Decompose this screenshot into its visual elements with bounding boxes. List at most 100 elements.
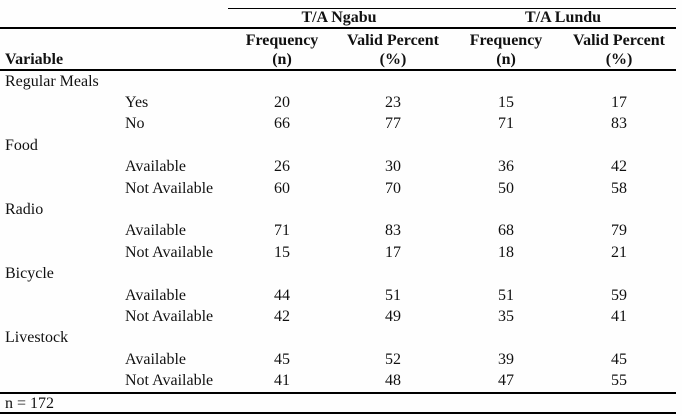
- column-group-ngabu: T/A Ngabu: [228, 8, 451, 29]
- cell-value: 83: [611, 115, 628, 133]
- cell-value: 71: [498, 115, 515, 133]
- empty-cell: [562, 264, 676, 285]
- empty-cell: [336, 264, 450, 285]
- empty-cell: [336, 70, 450, 92]
- variable-group-label: Bicycle: [5, 265, 54, 283]
- cell-value: 48: [385, 372, 401, 390]
- cell-value: 20: [274, 94, 290, 112]
- variable-sub-label: No: [125, 115, 145, 133]
- table-header: T/A Ngabu T/A Lundu Frequency Valid Perc…: [0, 8, 677, 71]
- cell-value: 70: [385, 179, 401, 197]
- cell-value: 45: [274, 350, 290, 368]
- cell-value: 17: [611, 94, 628, 112]
- table-row: Not Available 15 17 18 21: [0, 242, 676, 263]
- group-row-bicycle: Bicycle: [0, 264, 676, 285]
- cell-value: 15: [498, 94, 515, 112]
- variable-sub-label: Not Available: [125, 372, 214, 390]
- header-frequency-lundu: Frequency: [469, 32, 543, 49]
- empty-cell: [336, 199, 450, 220]
- cell-value: 59: [611, 286, 628, 304]
- cell-value: 35: [498, 307, 515, 325]
- group-row-radio: Radio: [0, 199, 676, 220]
- header-valid-percent-lundu: Valid Percent: [573, 32, 666, 49]
- table-row: Not Available 42 49 35 41: [0, 306, 676, 327]
- unit-n-ngabu: (n): [228, 51, 336, 71]
- cell-value: 58: [611, 179, 628, 197]
- empty-cell: [450, 328, 562, 349]
- cell-value: 50: [498, 179, 515, 197]
- cell-value: 17: [385, 243, 401, 261]
- group-row-livestock: Livestock: [0, 328, 676, 349]
- survey-variables-table: T/A Ngabu T/A Lundu Frequency Valid Perc…: [0, 8, 677, 394]
- cell-value: 79: [611, 222, 628, 240]
- table-row: Not Available 60 70 50 58: [0, 178, 676, 199]
- empty-cell: [450, 199, 562, 220]
- cell-value: 21: [611, 243, 628, 261]
- header-valid-percent-ngabu: Valid Percent: [347, 32, 439, 49]
- cell-value: 26: [274, 158, 290, 176]
- empty-cell: [450, 264, 562, 285]
- table-row: No 66 77 71 83: [0, 114, 676, 135]
- empty-cell: [450, 70, 562, 92]
- empty-cell: [336, 328, 450, 349]
- cell-value: 15: [274, 243, 290, 261]
- header-frequency-ngabu: Frequency: [245, 32, 319, 49]
- sample-size-note: n = 172: [0, 394, 676, 414]
- group-row-regular-meals: Regular Meals: [0, 70, 676, 92]
- empty-cell: [450, 135, 562, 156]
- area-header-row: T/A Ngabu T/A Lundu: [0, 8, 677, 29]
- cell-value: 51: [498, 286, 515, 304]
- table-row: Yes 20 23 15 17: [0, 92, 676, 113]
- variable-sub-label: Yes: [125, 94, 149, 112]
- header-variable: Variable: [0, 51, 228, 71]
- group-row-food: Food: [0, 135, 676, 156]
- cell-value: 36: [498, 158, 515, 176]
- empty-cell: [228, 264, 336, 285]
- cell-value: 55: [611, 372, 628, 390]
- empty-cell: [562, 135, 676, 156]
- cell-value: 71: [274, 222, 290, 240]
- cell-value: 23: [385, 94, 401, 112]
- measure-header-row: Frequency Valid Percent Frequency Valid …: [0, 28, 676, 51]
- variable-sub-label: Available: [125, 350, 187, 368]
- cell-value: 18: [498, 243, 515, 261]
- table-body: Regular Meals Yes 20 23 15 17 No 66 77 7…: [0, 70, 676, 393]
- cell-value: 77: [385, 115, 401, 133]
- table-row: Available 44 51 51 59: [0, 285, 676, 306]
- cell-value: 30: [385, 158, 401, 176]
- cell-value: 44: [274, 286, 290, 304]
- variable-group-label: Radio: [5, 201, 44, 219]
- empty-cell: [562, 328, 676, 349]
- cell-value: 39: [498, 350, 515, 368]
- cell-value: 68: [498, 222, 515, 240]
- cell-value: 42: [611, 158, 628, 176]
- cell-value: 42: [274, 307, 290, 325]
- unit-percent-lundu: (%): [562, 51, 677, 71]
- cell-value: 52: [385, 350, 401, 368]
- unit-percent-ngabu: (%): [336, 51, 451, 71]
- cell-value: 47: [498, 372, 515, 390]
- empty-cell: [228, 135, 336, 156]
- table-row: Not Available 41 48 47 55: [0, 370, 676, 392]
- variable-group-label: Livestock: [5, 329, 69, 347]
- variable-group-label: Regular Meals: [5, 72, 99, 90]
- empty-cell: [562, 199, 676, 220]
- empty-cell: [228, 328, 336, 349]
- variable-sub-label: Not Available: [125, 179, 214, 197]
- table-row: Available 71 83 68 79: [0, 221, 676, 242]
- table-row: Available 26 30 36 42: [0, 157, 676, 178]
- variable-sub-label: Not Available: [125, 307, 214, 325]
- empty-cell: [0, 28, 228, 51]
- table-row: Available 45 52 39 45: [0, 349, 676, 370]
- variable-sub-label: Available: [125, 158, 187, 176]
- cell-value: 41: [274, 372, 290, 390]
- empty-cell: [228, 199, 336, 220]
- variable-group-label: Food: [5, 136, 38, 154]
- cell-value: 83: [385, 222, 401, 240]
- variable-sub-label: Available: [125, 222, 187, 240]
- unit-header-row: Variable (n) (%) (n) (%): [0, 51, 677, 71]
- column-group-lundu: T/A Lundu: [450, 8, 677, 29]
- cell-value: 49: [385, 307, 401, 325]
- cell-value: 66: [274, 115, 290, 133]
